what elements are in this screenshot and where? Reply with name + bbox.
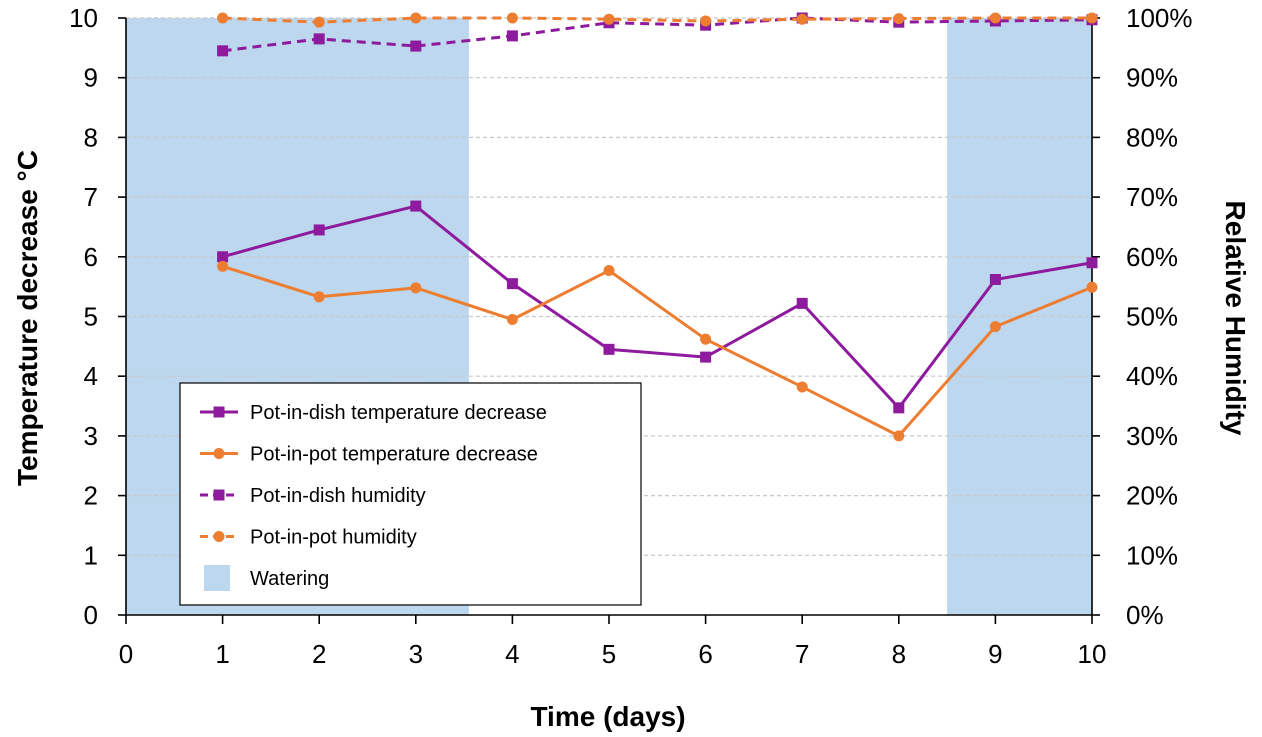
x-axis-title: Time (days) <box>530 701 685 732</box>
data-point <box>700 351 712 363</box>
y2-tick-label: 30% <box>1126 421 1178 451</box>
series-line <box>222 16 1093 53</box>
data-point <box>603 265 615 277</box>
data-series <box>217 12 1098 442</box>
data-point <box>989 12 1001 24</box>
data-point <box>893 430 905 442</box>
y2-tick-label: 10% <box>1126 540 1178 570</box>
y2-tick-label: 100% <box>1126 3 1193 33</box>
legend-item: Pot-in-pot humidity <box>200 527 417 549</box>
data-point <box>506 313 518 325</box>
y2-tick-label: 20% <box>1126 481 1178 511</box>
data-point <box>893 402 905 414</box>
data-point <box>1086 12 1098 24</box>
y-tick-label: 0 <box>84 600 98 630</box>
data-point <box>989 321 1001 333</box>
data-point <box>217 260 229 272</box>
data-point <box>410 200 422 212</box>
legend-label: Pot-in-dish humidity <box>250 485 426 507</box>
data-point <box>313 33 325 45</box>
y-tick-label: 10 <box>69 3 98 33</box>
data-point <box>603 343 615 355</box>
x-tick-label: 1 <box>215 639 229 669</box>
y-tick-label: 7 <box>84 182 98 212</box>
data-point <box>313 16 325 28</box>
series-line <box>222 16 1092 24</box>
legend-swatch <box>204 565 230 591</box>
legend-item: Pot-in-dish temperature decrease <box>200 402 547 424</box>
legend-label: Pot-in-dish temperature decrease <box>250 402 547 424</box>
data-point <box>989 273 1001 285</box>
y-tick-label: 5 <box>84 302 98 332</box>
data-point <box>410 282 422 294</box>
data-point <box>700 333 712 345</box>
y-tick-label: 6 <box>84 242 98 272</box>
legend-marker <box>213 531 225 542</box>
y2-tick-label: 70% <box>1126 182 1178 212</box>
x-tick-label: 5 <box>602 639 616 669</box>
x-tick-label: 8 <box>892 639 906 669</box>
legend-item: Pot-in-dish humidity <box>200 485 426 507</box>
y2-tick-label: 50% <box>1126 302 1178 332</box>
legend-label: Pot-in-pot temperature decrease <box>250 444 538 466</box>
legend: Pot-in-dish temperature decrease Pot-in-p… <box>179 382 642 606</box>
data-point <box>603 13 615 25</box>
series-line <box>222 204 1093 410</box>
legend-marker <box>213 448 225 459</box>
data-point <box>313 291 325 303</box>
x-tick-label: 7 <box>795 639 809 669</box>
data-point <box>893 13 905 25</box>
data-point <box>1086 281 1098 293</box>
x-tick-label: 0 <box>119 639 133 669</box>
legend-box <box>179 382 642 606</box>
y-tick-label: 8 <box>84 122 98 152</box>
x-tick-label: 10 <box>1078 639 1107 669</box>
series-line <box>222 264 1093 438</box>
data-point <box>313 224 325 236</box>
y-tick-label: 4 <box>84 361 98 391</box>
y-tick-label: 9 <box>84 63 98 93</box>
y2-tick-label: 80% <box>1126 122 1178 152</box>
y-tick-label: 2 <box>84 481 98 511</box>
x-tick-label: 2 <box>312 639 326 669</box>
data-point <box>410 12 422 24</box>
y2-tick-label: 90% <box>1126 63 1178 93</box>
legend-item: Pot-in-pot temperature decrease <box>200 444 538 466</box>
data-point <box>410 40 422 52</box>
x-tick-label: 4 <box>505 639 519 669</box>
y2-tick-label: 40% <box>1126 361 1178 391</box>
data-point <box>217 12 229 24</box>
data-point <box>1086 257 1098 269</box>
legend-item: Watering <box>204 565 329 591</box>
y-tick-label: 3 <box>84 421 98 451</box>
x-tick-label: 6 <box>698 639 712 669</box>
series-4 <box>217 12 1098 28</box>
data-point <box>796 13 808 25</box>
legend-label: Watering <box>250 568 329 590</box>
y2-tick-label: 60% <box>1126 242 1178 272</box>
legend-marker <box>213 406 225 418</box>
axes: 0123456789100%10%20%30%40%50%60%70%80%90… <box>69 3 1192 669</box>
y2-axis-title: Relative Humidity <box>1220 201 1251 436</box>
data-point <box>506 278 518 290</box>
series-1 <box>217 200 1098 414</box>
data-point <box>506 12 518 24</box>
y-tick-label: 1 <box>84 540 98 570</box>
data-point <box>506 30 518 42</box>
data-point <box>217 251 229 263</box>
series-2 <box>217 260 1098 442</box>
y2-tick-label: 0% <box>1126 600 1164 630</box>
data-point <box>217 45 229 57</box>
legend-marker <box>213 489 225 501</box>
x-tick-label: 9 <box>988 639 1002 669</box>
data-point <box>796 297 808 309</box>
legend-label: Pot-in-pot humidity <box>250 527 417 549</box>
x-tick-label: 3 <box>409 639 423 669</box>
data-point <box>796 381 808 393</box>
y-axis-title: Temperature decrease °C <box>12 150 43 486</box>
data-point <box>700 15 712 27</box>
